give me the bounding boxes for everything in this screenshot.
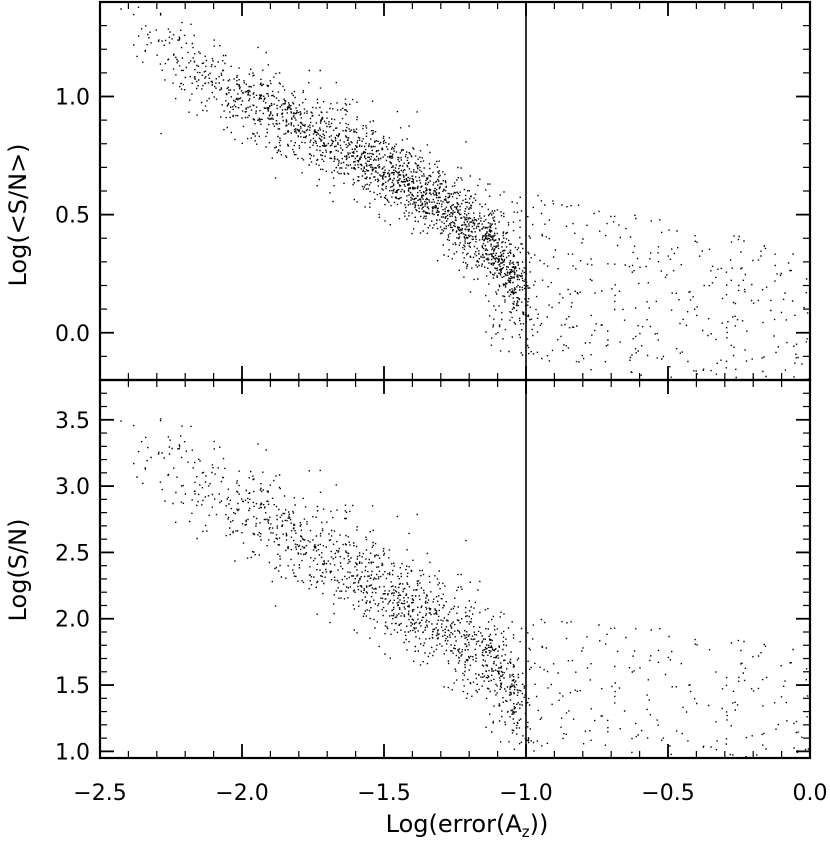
bottom-y-tick-label: 1.0 — [55, 740, 90, 765]
x-tick-label: −2.5 — [73, 781, 126, 806]
bottom-y-tick-label: 3.0 — [55, 475, 90, 500]
bottom-y-tick-label: 2.0 — [55, 608, 90, 633]
top-y-tick-label: 0.5 — [55, 204, 90, 229]
top-panel-frame — [98, 0, 812, 382]
x-tick-label: −0.5 — [641, 781, 694, 806]
scatter-points — [120, 418, 810, 759]
top-y-tick-label: 1.0 — [55, 86, 90, 111]
bottom-y-axis-title: Log(S/N) — [4, 519, 32, 622]
bottom-y-tick-label: 3.5 — [55, 409, 90, 434]
axis-tick-labels: −2.5 −2.0 −1.5 −1.0 −0.5 0.0 0.0 0.5 1.0 1.0 1.5 2.… — [55, 86, 828, 807]
x-tick-label: −1.0 — [499, 781, 552, 806]
top-panel-points — [120, 6, 810, 381]
x-axis-title: Log(error(Az)) — [386, 810, 549, 841]
top-y-tick-label: 0.0 — [55, 322, 90, 347]
bottom-y-tick-label: 2.5 — [55, 541, 90, 566]
x-tick-label: −1.5 — [357, 781, 410, 806]
axis-ticks — [99, 2, 811, 758]
bottom-y-tick-label: 1.5 — [55, 674, 90, 699]
x-tick-label: 0.0 — [793, 781, 828, 806]
bottom-panel-frame — [98, 378, 812, 760]
top-y-axis-title: Log(<S/N>) — [4, 143, 32, 286]
x-tick-label: −2.0 — [215, 781, 268, 806]
scatter-points — [120, 6, 810, 381]
bottom-panel-points — [120, 418, 810, 759]
